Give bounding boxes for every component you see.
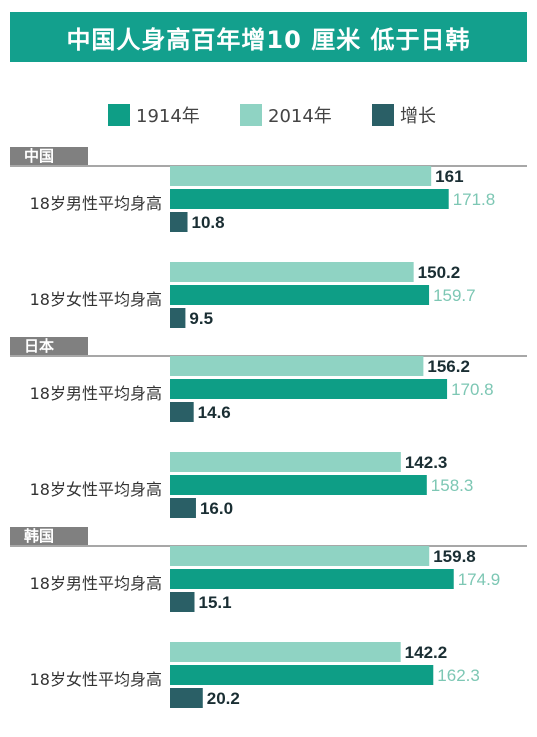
bar-teal (170, 379, 448, 399)
value-label: 159.7 (433, 286, 476, 305)
value-label: 162.3 (437, 666, 480, 685)
bar-teal (170, 285, 430, 305)
group-label: 韩国 (24, 527, 55, 545)
bar-light (170, 546, 430, 566)
value-label: 142.3 (405, 453, 448, 472)
bar-light (170, 642, 401, 662)
bar-growth (170, 592, 195, 612)
legend-item: 增长 (372, 103, 436, 127)
value-label: 158.3 (431, 476, 474, 495)
group-tab: 日本 (10, 337, 88, 355)
group-tab: 中国 (10, 147, 88, 165)
value-label: 142.2 (405, 643, 448, 662)
value-label: 20.2 (207, 689, 240, 708)
group-label: 中国 (24, 147, 55, 165)
value-label: 156.2 (427, 357, 470, 376)
bar-growth (170, 688, 203, 708)
legend-label: 增长 (400, 106, 436, 127)
value-label: 150.2 (418, 263, 461, 282)
value-label: 14.6 (198, 403, 231, 422)
bar-teal (170, 189, 449, 209)
value-label: 161 (435, 167, 463, 186)
chart-title: 中国人身高百年增10 厘米 低于日韩 (66, 25, 471, 54)
bar-teal (170, 665, 434, 685)
value-label: 15.1 (198, 593, 231, 612)
legend-swatch (108, 104, 130, 126)
row-label: 18岁男性平均身高 (29, 194, 162, 213)
bar-light (170, 452, 401, 472)
group-label: 日本 (24, 337, 55, 355)
value-label: 171.8 (453, 190, 496, 209)
value-label: 174.9 (458, 570, 501, 589)
legend-label: 2014年 (268, 106, 332, 127)
chart-legend: 1914年 2014年 增长 (0, 100, 537, 130)
value-label: 170.8 (451, 380, 494, 399)
bar-light (170, 356, 424, 376)
group-tab: 韩国 (10, 527, 88, 545)
bar-light (170, 166, 432, 186)
value-label: 10.8 (192, 213, 225, 232)
row-label: 18岁女性平均身高 (29, 290, 162, 309)
row-label: 18岁女性平均身高 (29, 670, 162, 689)
legend-label: 1914年 (136, 106, 200, 127)
row-label: 18岁男性平均身高 (29, 574, 162, 593)
row-label: 18岁女性平均身高 (29, 480, 162, 499)
legend-item: 2014年 (240, 103, 332, 127)
legend-item: 1914年 (108, 103, 200, 127)
value-label: 16.0 (200, 499, 233, 518)
legend-swatch (240, 104, 262, 126)
value-label: 9.5 (189, 309, 213, 328)
bar-growth (170, 498, 196, 518)
legend-swatch (372, 104, 394, 126)
row-label: 18岁男性平均身高 (29, 384, 162, 403)
bar-light (170, 262, 414, 282)
value-label: 159.8 (433, 547, 476, 566)
bar-growth (170, 212, 188, 232)
bar-growth (170, 308, 186, 328)
bar-teal (170, 569, 454, 589)
bar-teal (170, 475, 427, 495)
chart-title-bar: 中国人身高百年增10 厘米 低于日韩 (10, 12, 527, 62)
bar-growth (170, 402, 194, 422)
